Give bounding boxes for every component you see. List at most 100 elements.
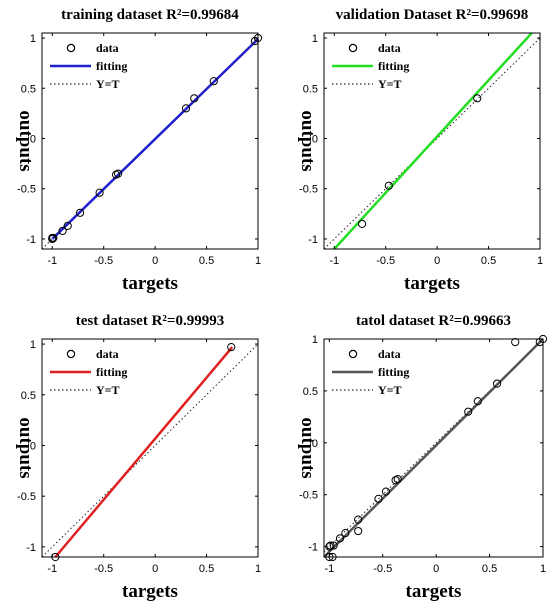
fitting-line (323, 338, 544, 558)
data-point (357, 219, 367, 228)
chart-panel-4: tatol dataset R²=0.99663 -1 -0.5 0 0.5 1 1 0.5 0… (297, 313, 548, 602)
y-tick-label: -1 (308, 234, 318, 246)
data-point (381, 487, 391, 496)
data-point (492, 379, 502, 388)
data-point (329, 541, 338, 550)
data-point (511, 338, 520, 347)
x-tick-label: 0.5 (481, 255, 496, 267)
legend-label-identity: Y=T (378, 383, 402, 397)
chart-title: tatol dataset R²=0.99663 (356, 313, 511, 329)
legend-label-identity: Y=T (96, 383, 120, 397)
identity-line (41, 343, 259, 558)
x-tick-label: 0 (434, 255, 440, 267)
plot-frame (323, 32, 541, 250)
legend-label-fitting: fitting (96, 59, 127, 73)
legend: data fitting Y=T (50, 347, 127, 397)
chart-title: training dataset R²=0.99684 (61, 7, 239, 23)
x-tick-label: 0.5 (199, 255, 214, 267)
data-point (227, 343, 236, 352)
y-axis-label: outputs (297, 110, 318, 171)
legend-label-identity: Y=T (378, 77, 402, 91)
legend-label-fitting: fitting (96, 365, 127, 379)
legend: data fitting Y=T (50, 41, 127, 91)
y-tick-label: 0 (30, 440, 36, 452)
y-axis-label: outputs (15, 417, 36, 478)
legend-label-fitting: fitting (378, 59, 409, 73)
x-tick-label: -1 (329, 255, 339, 267)
data-point (209, 77, 218, 86)
fitting-line (51, 38, 259, 240)
legend: data fitting Y=T (332, 347, 409, 397)
data-point (335, 534, 345, 543)
y-tick-label: -0.5 (299, 184, 318, 196)
legend-label-fitting: fitting (378, 365, 409, 379)
data-point (58, 226, 67, 236)
x-tick-label: -1 (324, 563, 334, 575)
y-tick-label: -0.5 (299, 490, 318, 502)
data-point (384, 181, 393, 190)
data-point (464, 407, 473, 416)
x-tick-label: 1 (537, 255, 543, 267)
chart-panel-3: test dataset R²=0.99993 -1 -0.5 0 0.5 1 1 0.5 0 -… (15, 313, 261, 602)
chart-title: test dataset R²=0.99993 (76, 313, 224, 329)
y-tick-label: 1 (312, 33, 318, 45)
y-tick-label: 1 (30, 33, 36, 45)
data-point (341, 529, 350, 538)
data-point (95, 188, 104, 197)
y-tick-label: 0.5 (303, 386, 318, 398)
data-point (473, 94, 482, 103)
x-tick-label: 0 (152, 563, 158, 575)
y-tick-label: 0.5 (303, 83, 318, 95)
identity-line (323, 338, 544, 553)
legend-marker-data (66, 349, 76, 359)
y-tick-label: -0.5 (17, 184, 36, 196)
fitting-line (54, 346, 234, 558)
x-tick-label: -0.5 (94, 255, 113, 267)
data-point (354, 526, 363, 536)
legend-label-data: data (96, 41, 119, 55)
legend-label-identity: Y=T (96, 77, 120, 91)
data-point (374, 494, 383, 503)
x-tick-label: -1 (47, 255, 57, 267)
plot-frame (41, 32, 259, 250)
x-tick-label: 0.5 (199, 563, 214, 575)
y-tick-label: 1 (312, 334, 318, 346)
x-axis-label: targets (122, 581, 178, 602)
legend-marker-data (348, 349, 358, 359)
y-tick-label: 0 (312, 133, 318, 145)
x-tick-label: 0 (152, 255, 158, 267)
data-point (63, 221, 72, 230)
y-tick-label: -1 (26, 542, 36, 554)
y-tick-label: 0 (312, 438, 318, 450)
plot-frame (41, 338, 259, 558)
x-tick-label: 0 (433, 563, 439, 575)
legend-label-data: data (378, 41, 401, 55)
plot-frame (323, 338, 544, 558)
data-point (114, 169, 123, 178)
y-tick-label: -0.5 (17, 491, 36, 503)
y-tick-label: 0.5 (21, 390, 36, 402)
legend-marker-data (66, 43, 76, 53)
y-tick-label: 0.5 (21, 83, 36, 95)
x-axis-label: targets (122, 273, 178, 294)
data-point (326, 541, 335, 550)
x-tick-label: -0.5 (94, 563, 113, 575)
chart-panel-1: training dataset R²=0.99684 -1 -0.5 0 0.5 1 1 0… (15, 7, 263, 294)
data-point (181, 104, 191, 113)
data-point (473, 397, 482, 406)
legend-label-data: data (378, 347, 401, 361)
y-tick-label: 1 (30, 339, 36, 351)
data-point (393, 475, 402, 484)
y-axis-label: outputs (297, 417, 318, 478)
y-tick-label: -1 (308, 542, 318, 554)
chart-title: validation Dataset R²=0.99698 (336, 7, 529, 23)
x-axis-label: targets (406, 581, 462, 602)
x-tick-label: -0.5 (373, 563, 392, 575)
x-tick-label: -0.5 (376, 255, 395, 267)
x-tick-label: 1 (255, 255, 261, 267)
x-tick-label: 1 (540, 563, 546, 575)
legend-marker-data (348, 43, 358, 53)
y-tick-label: -1 (26, 234, 36, 246)
data-point (75, 208, 85, 217)
